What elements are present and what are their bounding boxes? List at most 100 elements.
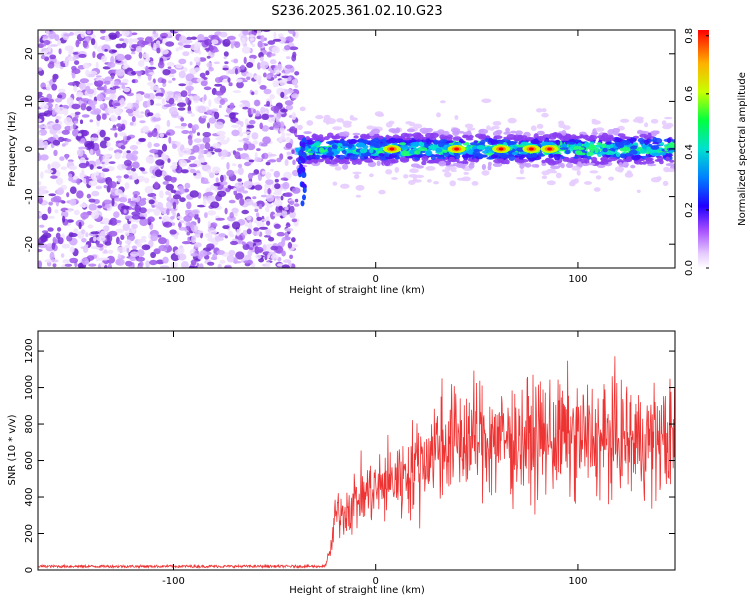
signal-blob [563, 157, 570, 161]
signal-blob [404, 133, 415, 137]
signal-blob [378, 189, 386, 195]
noise-blob [166, 61, 175, 67]
noise-blob [59, 156, 65, 161]
noise-blob [276, 63, 283, 72]
signal-blob [400, 150, 410, 157]
noise-blob [170, 189, 177, 194]
noise-blob [69, 246, 75, 253]
noise-blob [137, 238, 147, 243]
noise-blob [151, 204, 155, 208]
noise-blob [38, 112, 48, 117]
noise-blob [141, 197, 147, 201]
signal-blob [493, 135, 503, 139]
noise-blob [52, 236, 57, 244]
noise-blob [268, 114, 275, 118]
signal-blob [546, 159, 554, 164]
noise-blob [92, 236, 97, 242]
signal-blob [373, 142, 383, 149]
signal-blob [617, 133, 626, 138]
noise-blob [189, 168, 196, 174]
noise-blob [60, 166, 68, 171]
noise-blob [116, 53, 125, 62]
noise-blob [154, 113, 161, 118]
noise-blob [58, 48, 62, 55]
noise-blob [170, 207, 175, 214]
signal-blob [536, 108, 543, 113]
signal-blob [406, 128, 415, 133]
signal-blob [366, 125, 375, 130]
noise-blob [215, 90, 224, 96]
noise-blob [114, 189, 123, 196]
signal-blob [577, 142, 583, 147]
noise-blob [165, 41, 175, 47]
noise-blob [294, 71, 300, 76]
noise-blob [261, 125, 270, 132]
noise-blob [214, 77, 222, 83]
peak-max [547, 147, 553, 151]
noise-blob [104, 48, 108, 52]
noise-blob [216, 250, 225, 255]
noise-blob [139, 207, 147, 214]
noise-blob [223, 51, 229, 57]
onset-blob [301, 157, 306, 164]
noise-blob [95, 75, 102, 78]
noise-blob [80, 31, 86, 39]
spectrogram-ylabel: Frequency (Hz) [7, 111, 18, 187]
noise-blob [157, 61, 165, 69]
noise-blob [95, 185, 103, 190]
noise-blob [141, 171, 148, 175]
noise-blob [39, 212, 43, 217]
signal-blob [492, 130, 501, 137]
noise-blob [189, 95, 194, 101]
noise-blob [161, 152, 167, 160]
peak-max [528, 147, 534, 151]
signal-blob [425, 166, 436, 171]
signal-blob [635, 155, 642, 159]
noise-blob [188, 87, 192, 96]
signal-blob [637, 137, 645, 143]
noise-blob [125, 152, 135, 161]
noise-blob [82, 62, 91, 69]
noise-blob [68, 173, 73, 178]
noise-blob [71, 103, 81, 110]
noise-blob [54, 209, 59, 214]
noise-blob [38, 248, 43, 253]
signal-blob [428, 160, 438, 163]
signal-blob [379, 143, 388, 147]
noise-blob [76, 178, 81, 185]
noise-blob [223, 56, 227, 60]
noise-blob [294, 122, 298, 129]
noise-blob [272, 38, 282, 42]
noise-blob [263, 72, 267, 78]
noise-blob [86, 106, 92, 112]
noise-blob [233, 187, 237, 191]
noise-blob [196, 132, 201, 136]
signal-blob [355, 142, 365, 148]
noise-blob [199, 143, 205, 150]
signal-blob [593, 187, 601, 192]
colorbar-tick-label: 0.8 [684, 28, 695, 44]
noise-blob [197, 253, 203, 260]
noise-blob [246, 62, 254, 68]
signal-blob [349, 153, 359, 160]
noise-blob [258, 204, 262, 208]
noise-blob [86, 255, 95, 261]
noise-blob [55, 119, 59, 124]
noise-blob [67, 82, 76, 86]
signal-blob [541, 108, 547, 113]
noise-blob [78, 53, 87, 58]
signal-blob [591, 118, 597, 122]
noise-blob [38, 67, 43, 72]
noise-blob [206, 109, 213, 115]
noise-blob [254, 116, 262, 120]
signal-blob [608, 136, 614, 140]
signal-blob [340, 183, 350, 189]
signal-blob [602, 151, 609, 155]
noise-blob [291, 218, 298, 223]
signal-blob [435, 147, 443, 153]
noise-blob [235, 120, 243, 125]
signal-blob [595, 127, 605, 132]
noise-blob [89, 148, 94, 156]
noise-blob [161, 98, 166, 105]
signal-blob [403, 174, 409, 179]
